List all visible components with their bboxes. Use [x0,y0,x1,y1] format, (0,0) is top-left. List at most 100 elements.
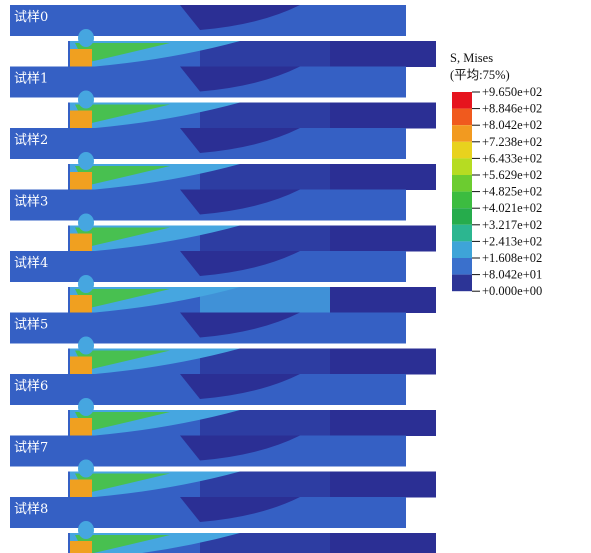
thread-tooth [166,406,173,410]
thread-tooth [194,406,201,410]
peak-stress-region [70,541,92,553]
thread-tooth [334,283,341,287]
thread-tooth [334,160,341,164]
thread-tooth [292,283,299,287]
thread-tooth [264,222,271,226]
contact-zone [78,214,94,232]
thread-tooth [236,222,243,226]
thread-tooth [278,160,285,164]
legend-band [452,275,472,292]
thread-tooth [250,99,257,103]
thread-tooth [348,160,355,164]
thread-tooth [152,345,159,349]
panel-label: 试样8 [14,502,48,517]
thread-tooth [138,406,145,410]
low-stress-region [330,103,436,129]
thread-tooth [264,37,271,41]
thread-tooth [306,406,313,410]
thread-tooth [138,222,145,226]
contour-panel: 试样1 [10,67,436,129]
thread-tooth [376,529,383,533]
thread-tooth [376,283,383,287]
thread-tooth [250,529,257,533]
thread-tooth [362,160,369,164]
thread-tooth [180,529,187,533]
contact-zone [78,337,94,355]
thread-tooth [348,468,355,472]
thread-tooth [166,37,173,41]
thread-tooth [376,37,383,41]
low-stress-region [330,226,436,252]
peak-stress-region [70,111,92,129]
thread-tooth [306,345,313,349]
thread-tooth [124,99,131,103]
thread-tooth [250,406,257,410]
thread-tooth [110,406,117,410]
thread-tooth [334,99,341,103]
thread-tooth [208,160,215,164]
thread-tooth [278,406,285,410]
thread-tooth [236,345,243,349]
thread-tooth [152,283,159,287]
thread-tooth [138,468,145,472]
contour-panel: 试样5 [10,313,436,375]
thread-tooth [348,283,355,287]
thread-tooth [152,529,159,533]
thread-tooth [376,99,383,103]
thread-tooth [376,222,383,226]
thread-tooth [236,406,243,410]
thread-tooth [124,283,131,287]
thread-tooth [166,99,173,103]
thread-tooth [194,345,201,349]
legend-label: +8.042e+01 [482,268,542,282]
panel-label: 试样0 [14,10,48,25]
contour-panel: 试样3 [10,190,436,252]
legend-title: S, Mises [450,51,493,65]
contour-panel: 试样6 [10,374,436,436]
thread-tooth [264,160,271,164]
thread-tooth [250,283,257,287]
thread-tooth [208,468,215,472]
thread-tooth [348,406,355,410]
legend-label: +3.217e+02 [482,218,542,232]
legend-band [452,192,472,209]
thread-tooth [124,468,131,472]
thread-tooth [264,345,271,349]
thread-tooth [180,406,187,410]
thread-tooth [306,283,313,287]
thread-tooth [194,37,201,41]
thread-tooth [166,222,173,226]
thread-tooth [138,99,145,103]
thread-tooth [348,37,355,41]
thread-tooth [110,37,117,41]
thread-tooth [306,37,313,41]
thread-tooth [320,99,327,103]
thread-tooth [110,222,117,226]
thread-tooth [110,529,117,533]
low-stress-region [330,472,436,498]
thread-tooth [334,529,341,533]
peak-stress-region [70,234,92,252]
thread-tooth [306,160,313,164]
thread-tooth [110,160,117,164]
thread-tooth [292,222,299,226]
page: {"panels": [{"label": "试样0"}, {"label": … [0,0,591,553]
thread-tooth [180,37,187,41]
panel-label: 试样1 [14,72,48,87]
thread-tooth [110,345,117,349]
legend-label: +9.650e+02 [482,85,542,99]
thread-tooth [152,99,159,103]
thread-tooth [320,406,327,410]
legend-label: +4.825e+02 [482,185,542,199]
thread-tooth [138,529,145,533]
low-stress-region [330,287,436,313]
thread-tooth [376,406,383,410]
thread-tooth [362,222,369,226]
thread-tooth [124,529,131,533]
thread-tooth [292,345,299,349]
thread-tooth [236,529,243,533]
panel-label: 试样2 [14,133,48,148]
thread-tooth [320,37,327,41]
thread-tooth [320,468,327,472]
thread-tooth [348,529,355,533]
